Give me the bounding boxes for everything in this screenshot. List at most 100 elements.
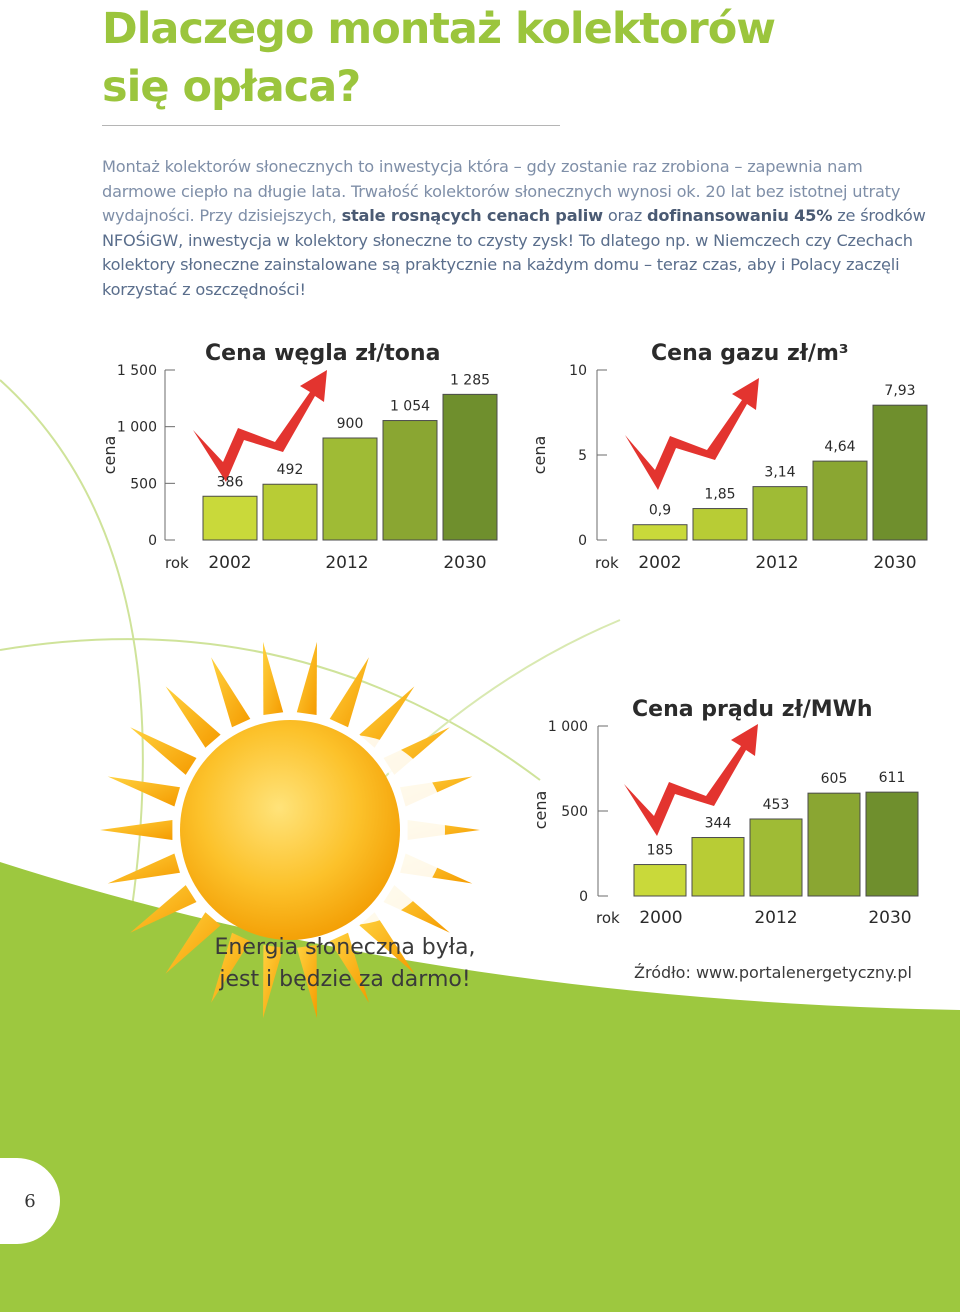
bar-value-label: 185 — [647, 843, 674, 859]
bar — [633, 864, 687, 897]
intro-paragraph: Montaż kolektorów słonecznych to inwesty… — [102, 155, 932, 302]
x-tick-label: 2030 — [868, 908, 911, 928]
sun-ray — [211, 657, 251, 728]
y-axis-label: cena — [100, 436, 119, 475]
x-tick-label: 2030 — [873, 553, 916, 573]
bar-value-label: 7,93 — [884, 383, 915, 399]
sun-icon — [100, 641, 480, 1019]
bar-value-label: 900 — [337, 416, 364, 432]
electricity-price-chart-svg: Cena prądu zł/MWh 0 500 1 000 cena 185 344 453 6… — [531, 697, 919, 928]
sun-ray — [296, 641, 317, 715]
bar-value-label: 386 — [217, 474, 244, 490]
bar-value-label: 492 — [277, 462, 304, 478]
bar — [692, 508, 748, 541]
x-axis-label: rok — [165, 554, 189, 572]
x-tick-label: 2002 — [638, 553, 681, 573]
sun-ray — [107, 853, 180, 884]
bar-value-label: 3,14 — [764, 465, 795, 481]
sun-ray — [165, 912, 221, 974]
sun-ray — [263, 641, 284, 715]
sun-ray — [359, 686, 415, 748]
bar-value-label: 0,9 — [649, 503, 671, 519]
y-tick-label: 500 — [130, 476, 157, 492]
page-title-line-1: Dlaczego montaż kolektorów — [102, 4, 776, 54]
coal-price-chart-svg: Cena węgla zł/tona 0 500 1 000 1 500 cena 386 4… — [100, 341, 498, 573]
x-tick-label: 2012 — [325, 553, 368, 573]
y-tick-label: 1 000 — [548, 719, 588, 735]
x-tick-label: 2030 — [443, 553, 486, 573]
sun-ray — [329, 932, 369, 1003]
intro-bold-2: dofinansowaniu 45% — [646, 206, 833, 225]
bar — [865, 791, 919, 897]
bar-value-label: 1,85 — [704, 487, 735, 503]
x-axis-label: rok — [596, 909, 620, 927]
title-divider — [102, 125, 560, 126]
intro-text-3: ze środków NFOŚiGW, inwestycja w kolekto… — [102, 206, 926, 299]
y-axis-label: cena — [530, 436, 549, 475]
sun-ray — [359, 912, 415, 974]
bar — [632, 524, 688, 541]
bar — [752, 486, 808, 541]
bar — [872, 404, 928, 541]
intro-bold-1: stale rosnących cenach paliw — [341, 206, 603, 225]
sun-ray — [130, 885, 197, 933]
x-tick-label: 2002 — [208, 553, 251, 573]
bar — [322, 437, 378, 541]
chart-title: Cena prądu zł/MWh — [632, 697, 873, 722]
sun-ray — [296, 945, 317, 1019]
x-tick-label: 2012 — [754, 908, 797, 928]
bar — [442, 393, 498, 541]
bar-value-label: 1 285 — [450, 372, 490, 388]
x-axis-label: rok — [595, 554, 619, 572]
rising-arrow-icon — [624, 724, 758, 836]
slogan-line-1: Energia słoneczna była, — [214, 935, 476, 960]
y-tick-label: 500 — [561, 804, 588, 820]
source-note: Źródło: www.portalenergetyczny.pl — [634, 963, 912, 982]
y-tick-label: 0 — [579, 889, 588, 905]
slogan: Energia słoneczna była, jest i będzie za… — [180, 932, 510, 996]
sun-ray — [107, 776, 180, 807]
coal-price-chart: Cena węgla zł/tona 0 500 1 000 1 500 cena 386 4… — [95, 330, 515, 585]
chart-title: Cena węgla zł/tona — [205, 341, 440, 366]
sun-ray — [130, 727, 197, 775]
gas-price-chart: Cena gazu zł/m³ 0 5 10 cena 0,9 1,85 3,14 4,64 7,… — [525, 330, 945, 585]
bar — [202, 495, 258, 541]
y-tick-label: 0 — [578, 533, 587, 549]
slogan-line-2: jest i będzie za darmo! — [219, 967, 471, 992]
bar — [262, 483, 318, 541]
bar-value-label: 605 — [821, 771, 848, 787]
y-axis-label: cena — [531, 791, 550, 830]
bar — [382, 420, 438, 541]
sun-ray — [165, 686, 221, 748]
bar-value-label: 611 — [879, 770, 906, 786]
y-tick-label: 0 — [148, 533, 157, 549]
y-tick-label: 5 — [578, 448, 587, 464]
bar — [812, 460, 868, 541]
sun-ray — [263, 945, 284, 1019]
sun-ray — [329, 657, 369, 728]
sun-ray — [211, 932, 251, 1003]
green-corner-shape — [0, 862, 960, 1312]
bar — [691, 837, 745, 897]
bar-value-label: 453 — [763, 797, 790, 813]
y-tick-label: 1 000 — [117, 420, 157, 436]
rising-arrow-icon — [625, 378, 759, 490]
x-tick-label: 2012 — [755, 553, 798, 573]
page-title-line-2: się opłaca? — [102, 62, 361, 112]
bar — [749, 818, 803, 897]
bar — [807, 792, 861, 897]
page-title: Dlaczego montaż kolektorów się opłaca? — [102, 0, 862, 116]
y-tick-label: 1 500 — [117, 363, 157, 379]
x-tick-label: 2000 — [639, 908, 682, 928]
sun-ray — [100, 820, 173, 840]
bar-value-label: 4,64 — [824, 439, 855, 455]
intro-text-2: oraz — [602, 206, 647, 225]
bar-value-label: 344 — [705, 816, 732, 832]
y-tick-label: 10 — [569, 363, 587, 379]
intro-text-1: Montaż kolektorów słonecznych to inwesty… — [102, 157, 901, 225]
rising-arrow-icon — [193, 370, 327, 482]
bar-value-label: 1 054 — [390, 399, 430, 415]
gas-price-chart-svg: Cena gazu zł/m³ 0 5 10 cena 0,9 1,85 3,14 4,64 7,… — [530, 341, 928, 573]
electricity-price-chart: Cena prądu zł/MWh 0 500 1 000 cena 185 344 453 6… — [520, 690, 940, 940]
